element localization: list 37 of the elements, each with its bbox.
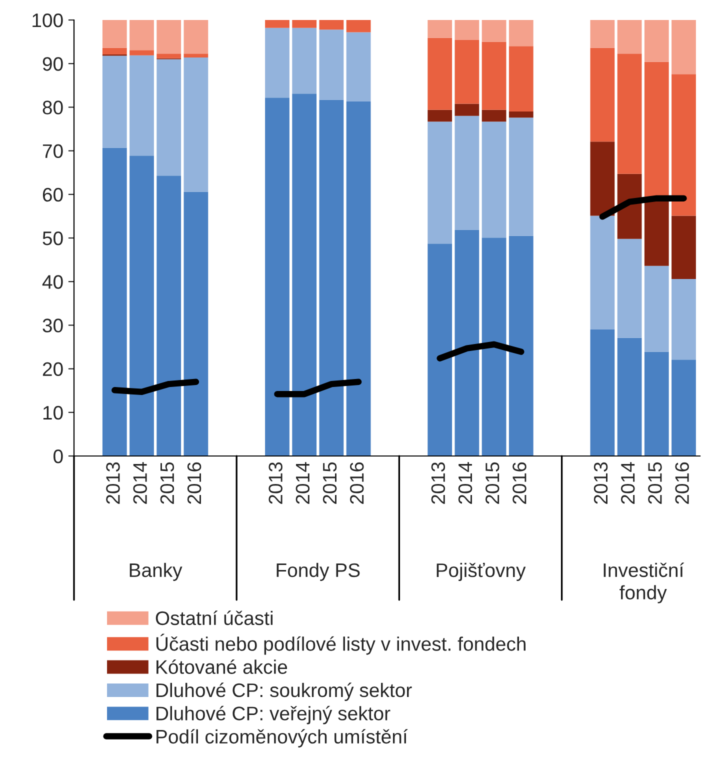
- x-tick-label: 2016: [187, 462, 202, 504]
- x-tick-label: 2013: [594, 462, 608, 504]
- x-tick-label: 2016: [675, 462, 689, 504]
- x-tick-label: 2015: [322, 462, 337, 504]
- x-tick-label: 2016: [512, 462, 526, 504]
- text: Banky: [130, 562, 182, 581]
- y-tick-label: 40: [42, 275, 63, 289]
- legend-label: Kótované akcie: [156, 659, 288, 674]
- y-tick-label: 20: [42, 362, 63, 376]
- x-tick-label: 2014: [296, 462, 310, 504]
- legend-label: Ostatní účasti: [156, 610, 273, 626]
- x-tick-label: 2014: [620, 462, 635, 504]
- text: Pojišťovny: [436, 562, 526, 582]
- y-tick-label: 50: [42, 231, 63, 246]
- x-tick-label: 2014: [133, 462, 147, 504]
- x-tick-label: 2013: [106, 462, 120, 504]
- y-tick-label: 80: [42, 100, 63, 114]
- text: Fondy PS: [276, 562, 360, 581]
- legend-label: Účasti nebo podílové listy v invest. fondech: [156, 634, 526, 655]
- y-tick-label: 70: [42, 144, 63, 158]
- y-tick-label: 60: [42, 188, 63, 202]
- x-tick-label: 2015: [160, 462, 174, 504]
- y-tick-label: 90: [42, 57, 63, 71]
- x-tick-label: 2016: [350, 462, 364, 504]
- text: Investiční fondy: [604, 562, 684, 604]
- x-tick-label: 2015: [485, 462, 500, 504]
- legend-label: Podíl cizoměnových umístění: [156, 729, 408, 748]
- legend-label: Dluhové CP: soukromý sektor: [156, 682, 412, 702]
- x-tick-label: 2013: [431, 462, 446, 504]
- y-tick-label: 10: [43, 406, 63, 420]
- legend-label: Dluhové CP: veřejný sektor: [156, 706, 390, 724]
- x-tick-label: 2013: [268, 462, 282, 504]
- y-tick-label: 30: [42, 318, 63, 332]
- y-tick-label: 100: [32, 13, 63, 28]
- x-tick-label: 2014: [458, 462, 472, 504]
- y-tick-label: 0: [54, 449, 63, 464]
- x-tick-label: 2015: [648, 462, 662, 504]
